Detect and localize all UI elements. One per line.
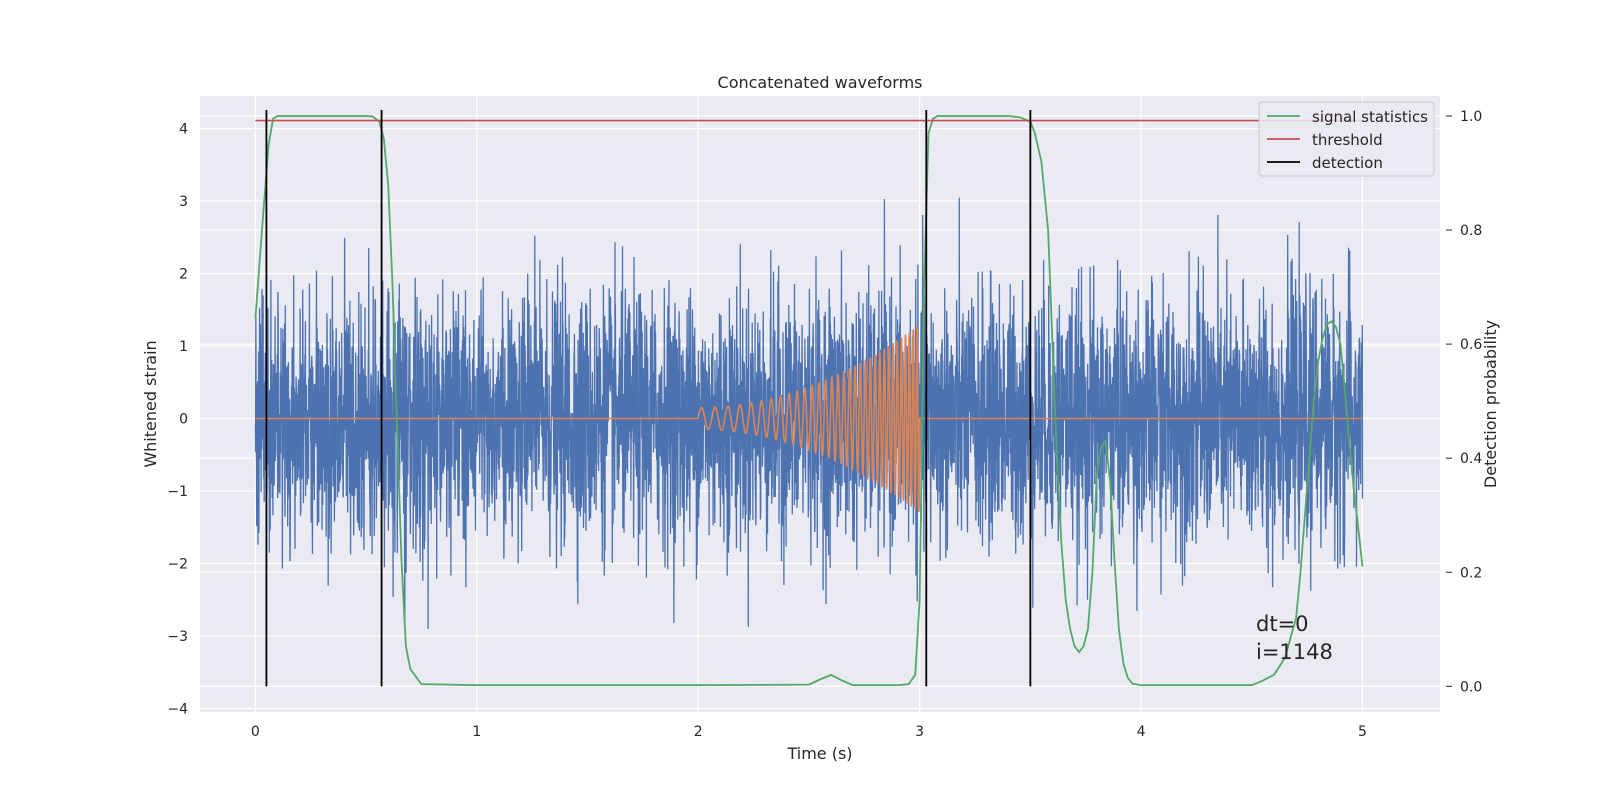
y-tick-label: −2	[167, 556, 188, 572]
chirp-line	[255, 326, 1363, 513]
y-tick-label: −4	[167, 701, 188, 717]
y2-tick-label: 0.2	[1460, 565, 1482, 581]
x-tick-label: 2	[694, 724, 703, 740]
legend-box	[1258, 101, 1435, 177]
y-tick-label: 4	[179, 122, 188, 138]
y-axis-label: Whitened strain	[141, 340, 160, 467]
x-tick-label: 3	[915, 724, 924, 740]
x-axis-label: Time (s)	[786, 744, 852, 763]
y-tick-label: 2	[179, 267, 188, 283]
y-tick-label: 1	[179, 339, 188, 355]
x-tick-label: 5	[1358, 724, 1367, 740]
y2-axis-label: Detection probability	[1481, 320, 1500, 488]
y-tick-label: −3	[167, 629, 188, 645]
y2-tick-label: 0.8	[1460, 223, 1482, 239]
x-tick-label: 4	[1137, 724, 1146, 740]
y2-tick-label: 1.0	[1460, 109, 1482, 125]
y-tick-label: 0	[179, 411, 188, 427]
y-tick-label: −1	[167, 484, 188, 500]
y2-tick-label: 0.6	[1460, 337, 1482, 353]
annotation-i: i=1148	[1256, 640, 1333, 664]
y2-tick-label: 0.4	[1460, 451, 1482, 467]
x-tick-label: 0	[251, 724, 260, 740]
legend: signal statistics threshold detection	[1258, 101, 1435, 177]
signal-statistics-line	[254, 115, 1364, 687]
x-tick-label: 1	[472, 724, 481, 740]
y-tick-label: 3	[179, 194, 188, 210]
legend-label-threshold: threshold	[1312, 131, 1383, 149]
legend-label-detection: detection	[1312, 154, 1383, 172]
tick-labels: 0 1 2 3 4 5 −4 −3 −2 −1 0 1 2 3 4 0.0 0.2 0.4 0.6 0.8 1.0	[167, 109, 1482, 740]
annotation-dt: dt=0	[1256, 612, 1309, 636]
chart-title: Concatenated waveforms	[718, 73, 923, 92]
y2-tick-label: 0.0	[1460, 679, 1482, 695]
legend-label-signal-statistics: signal statistics	[1312, 108, 1428, 126]
traces	[254, 109, 1364, 687]
strain-line	[254, 197, 1364, 630]
